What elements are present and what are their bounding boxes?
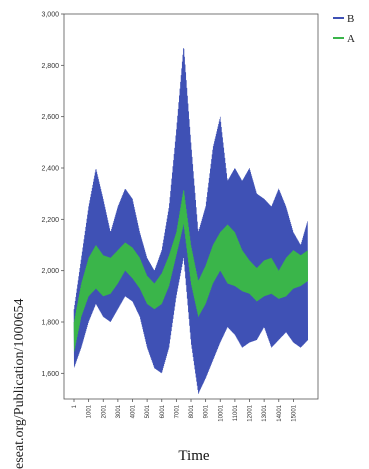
y-tick-label: 3,000: [41, 12, 59, 19]
watermark-text: eseat.org/Publication/1000654: [12, 299, 27, 469]
legend-label-a: A: [347, 33, 355, 45]
legend-label-b: B: [347, 13, 354, 25]
y-tick-label: 2,400: [41, 166, 59, 173]
y-tick-label: 2,800: [41, 63, 59, 70]
x-tick-label: 5001: [145, 404, 151, 418]
x-axis: 1 1001 2001 3001 4001 5001 6001 7001 8001 9001 100…: [72, 399, 297, 422]
y-axis: 1,600 1,800 2,000 2,200 2,400 2,600 2,800 3,000: [41, 12, 64, 378]
series-line-a: [73, 190, 309, 352]
x-tick-label: 11001: [233, 404, 239, 421]
y-tick-label: 2,600: [41, 114, 59, 121]
x-tick-label: 15001: [291, 404, 297, 421]
x-tick-label: 6001: [160, 404, 166, 418]
x-tick-label: 14001: [277, 404, 283, 421]
x-tick-label: 1001: [87, 404, 93, 418]
x-tick-label: 2001: [101, 404, 107, 418]
x-tick-label: 12001: [248, 404, 254, 421]
legend: B A: [333, 13, 355, 45]
x-tick-label: 8001: [189, 404, 195, 418]
x-tick-label: 7001: [174, 404, 180, 418]
series-layer: [73, 48, 309, 394]
x-tick-label: 13001: [262, 404, 268, 421]
y-tick-label: 2,000: [41, 268, 59, 275]
y-tick-label: 1,800: [41, 320, 59, 327]
x-tick-label: 10001: [218, 404, 224, 421]
x-tick-label: 4001: [131, 404, 137, 418]
x-tick-label: 9001: [204, 404, 210, 418]
y-tick-label: 2,200: [41, 217, 59, 224]
x-axis-label: Time: [178, 448, 209, 464]
y-tick-label: 1,600: [41, 371, 59, 378]
x-tick-label: 1: [72, 404, 78, 408]
series-line-b: [73, 48, 309, 394]
x-tick-label: 3001: [116, 404, 122, 418]
